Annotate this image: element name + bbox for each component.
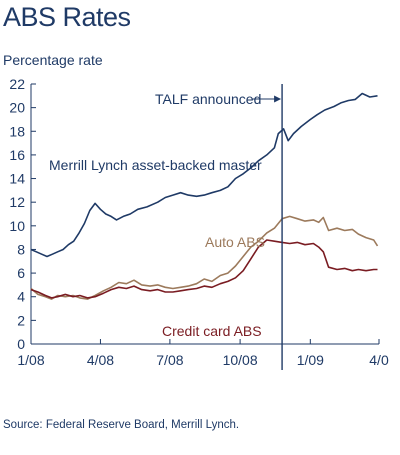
series-label-ml: Merrill Lynch asset-backed master [49, 157, 262, 173]
talf-annotation-label: TALF announced [155, 91, 261, 107]
series-label-auto: Auto ABS [205, 234, 265, 250]
y-tick-label: 0 [17, 336, 25, 352]
y-tick-label: 8 [17, 241, 25, 257]
y-tick-label: 22 [9, 76, 25, 92]
series-line-cc [30, 239, 378, 299]
x-tick-label: 7/08 [156, 352, 183, 368]
x-tick-label: 4/0 [369, 352, 389, 368]
series-label-cc: Credit card ABS [162, 323, 262, 339]
talf-arrow-head [274, 95, 282, 103]
y-tick-label: 18 [9, 123, 25, 139]
chart-annotations: TALF announced Merrill Lynch asset-backed… [49, 84, 283, 370]
series-line-ml [30, 92, 378, 258]
chart-axes: 0 2 4 6 8 10 12 14 16 18 20 22 1/08 4/08 7/08 10/08 1/09… [9, 76, 389, 368]
x-tick-label: 4/08 [87, 352, 114, 368]
y-tick-label: 4 [17, 289, 25, 305]
chart-title: ABS Rates [3, 2, 131, 32]
source-note: Source: Federal Reserve Board, Merrill L… [3, 419, 240, 431]
y-tick-label: 6 [17, 265, 25, 281]
chart-series-group [30, 92, 379, 300]
x-tick-label: 1/09 [297, 352, 324, 368]
y-tick-label: 10 [9, 218, 25, 234]
series-line-auto [30, 215, 379, 300]
y-tick-label: 16 [9, 147, 25, 163]
y-tick-label: 20 [9, 100, 25, 116]
y-axis-label: Percentage rate [3, 52, 103, 68]
y-tick-label: 12 [9, 194, 25, 210]
y-tick-label: 14 [9, 171, 25, 187]
y-tick-label: 2 [17, 312, 25, 328]
x-tick-label: 10/08 [223, 352, 258, 368]
x-tick-label: 1/08 [17, 352, 44, 368]
